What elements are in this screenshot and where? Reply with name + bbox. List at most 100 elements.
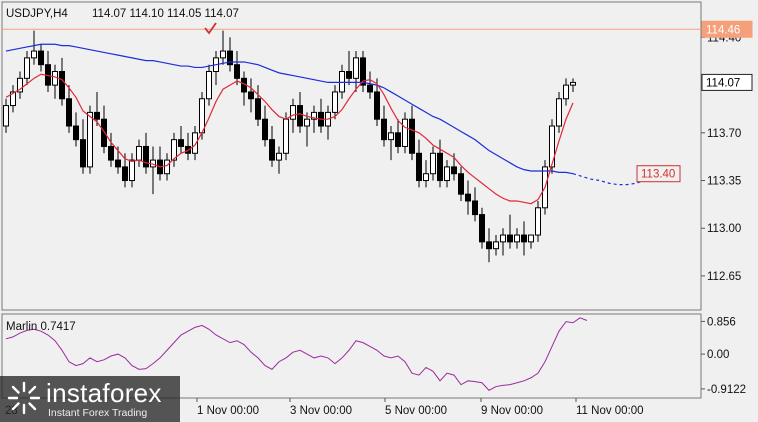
top-marker-icon (204, 22, 217, 35)
candle-body (535, 207, 541, 236)
candle-body (262, 118, 268, 141)
candle-body (493, 241, 499, 250)
current-price-box (701, 73, 753, 91)
candle-body (570, 81, 576, 86)
candle-body (192, 132, 198, 154)
candle-body (479, 214, 485, 243)
ma-slow-line (5, 43, 574, 175)
price-tick-label: 113.00 (707, 223, 741, 235)
candle-body (283, 118, 289, 154)
candle-body (290, 105, 296, 120)
candle-body (311, 111, 317, 120)
candle-body (353, 57, 359, 79)
candle-body (17, 77, 23, 93)
marlin-line (5, 317, 588, 391)
price-panel (1, 1, 702, 311)
candle-body (458, 173, 464, 195)
candles-group (3, 30, 576, 263)
candle-body (122, 166, 128, 182)
ohlc-label: 114.07 114.10 114.05 114.07 (92, 8, 239, 20)
candle-body (332, 91, 338, 113)
candle-body (66, 98, 72, 127)
candle-body (220, 50, 226, 59)
candle-body (178, 139, 184, 147)
candle-body (507, 234, 513, 243)
candle-body (255, 98, 261, 120)
candle-body (248, 91, 254, 100)
candle-body (38, 50, 44, 66)
time-tick-label: 9 Nov 00:00 (481, 405, 543, 417)
candle-body (3, 105, 9, 127)
candle-body (10, 91, 16, 107)
candle-body (514, 234, 520, 243)
time-tick-label: 11 Nov 00:00 (576, 405, 644, 417)
candle-body (486, 241, 492, 250)
candle-body (409, 118, 415, 154)
candle-body (360, 57, 366, 86)
candle-body (430, 152, 436, 175)
candle-body (297, 105, 303, 127)
candle-body (395, 132, 401, 147)
ma-lines-group (2, 28, 701, 205)
candle-body (556, 98, 562, 127)
candle-body (94, 111, 100, 120)
resistance-price-label: 114.46 (706, 24, 740, 36)
ma-target-price-box (636, 165, 681, 183)
candle-body (423, 173, 429, 182)
candle-body (129, 159, 135, 182)
candle-body (234, 64, 240, 79)
candle-body (73, 125, 79, 141)
candle-body (108, 145, 114, 161)
candle-body (451, 166, 457, 175)
indicator-tick-label: 0.856 (707, 316, 736, 328)
candle-body (465, 193, 471, 202)
candle-body (437, 152, 443, 182)
candle-body (143, 145, 149, 168)
candle-body (521, 234, 527, 243)
time-tick-label: 5 Nov 00:00 (385, 405, 447, 417)
indicator-tick-label: -0.9122 (707, 384, 746, 396)
indicator-tick-label: 0.00 (707, 349, 729, 361)
price-tick-label: 113.70 (707, 128, 741, 140)
candle-body (136, 145, 142, 161)
ma-slow-projection-line (572, 173, 646, 186)
symbol-label: USDJPY,H4 (6, 8, 68, 20)
candle-body (444, 166, 450, 182)
candle-body (227, 50, 233, 66)
candle-body (304, 118, 310, 127)
price-axis: 114.40113.70113.35113.00112.65114.46114.… (636, 20, 753, 283)
candle-body (367, 84, 373, 93)
candle-body (346, 71, 352, 79)
price-tick-label: 113.35 (707, 176, 741, 188)
candle-body (24, 57, 30, 79)
current-price-label: 114.07 (706, 77, 740, 89)
candle-body (416, 152, 422, 182)
resistance-price-box (701, 20, 753, 38)
watermark-brand: instaforex (46, 378, 162, 408)
candle-body (374, 91, 380, 120)
candle-body (381, 118, 387, 141)
candle-body (164, 159, 170, 175)
candle-body (563, 84, 569, 100)
candle-body (388, 132, 394, 141)
candle-body (80, 139, 86, 168)
candle-body (549, 125, 555, 168)
candle-body (115, 159, 121, 168)
candle-body (269, 139, 275, 161)
candle-body (87, 111, 93, 168)
candle-body (276, 152, 282, 161)
candle-body (171, 139, 177, 161)
marlin-indicator-group: 0.856 0.00 -0.9122 (5, 316, 746, 396)
indicator-label: Marlin 0.7417 (6, 321, 76, 333)
watermark: instaforex Instant Forex Trading (0, 376, 180, 422)
candle-body (402, 118, 408, 147)
candle-body (339, 71, 345, 93)
time-tick-label: 1 Nov 00:00 (197, 405, 259, 417)
ma-target-price-label: 113.40 (641, 169, 675, 181)
candle-body (528, 234, 534, 243)
ma-fast-line (5, 73, 574, 205)
candle-body (472, 200, 478, 216)
watermark-tagline: Instant Forex Trading (48, 407, 148, 419)
starburst-logo-icon (7, 381, 41, 415)
